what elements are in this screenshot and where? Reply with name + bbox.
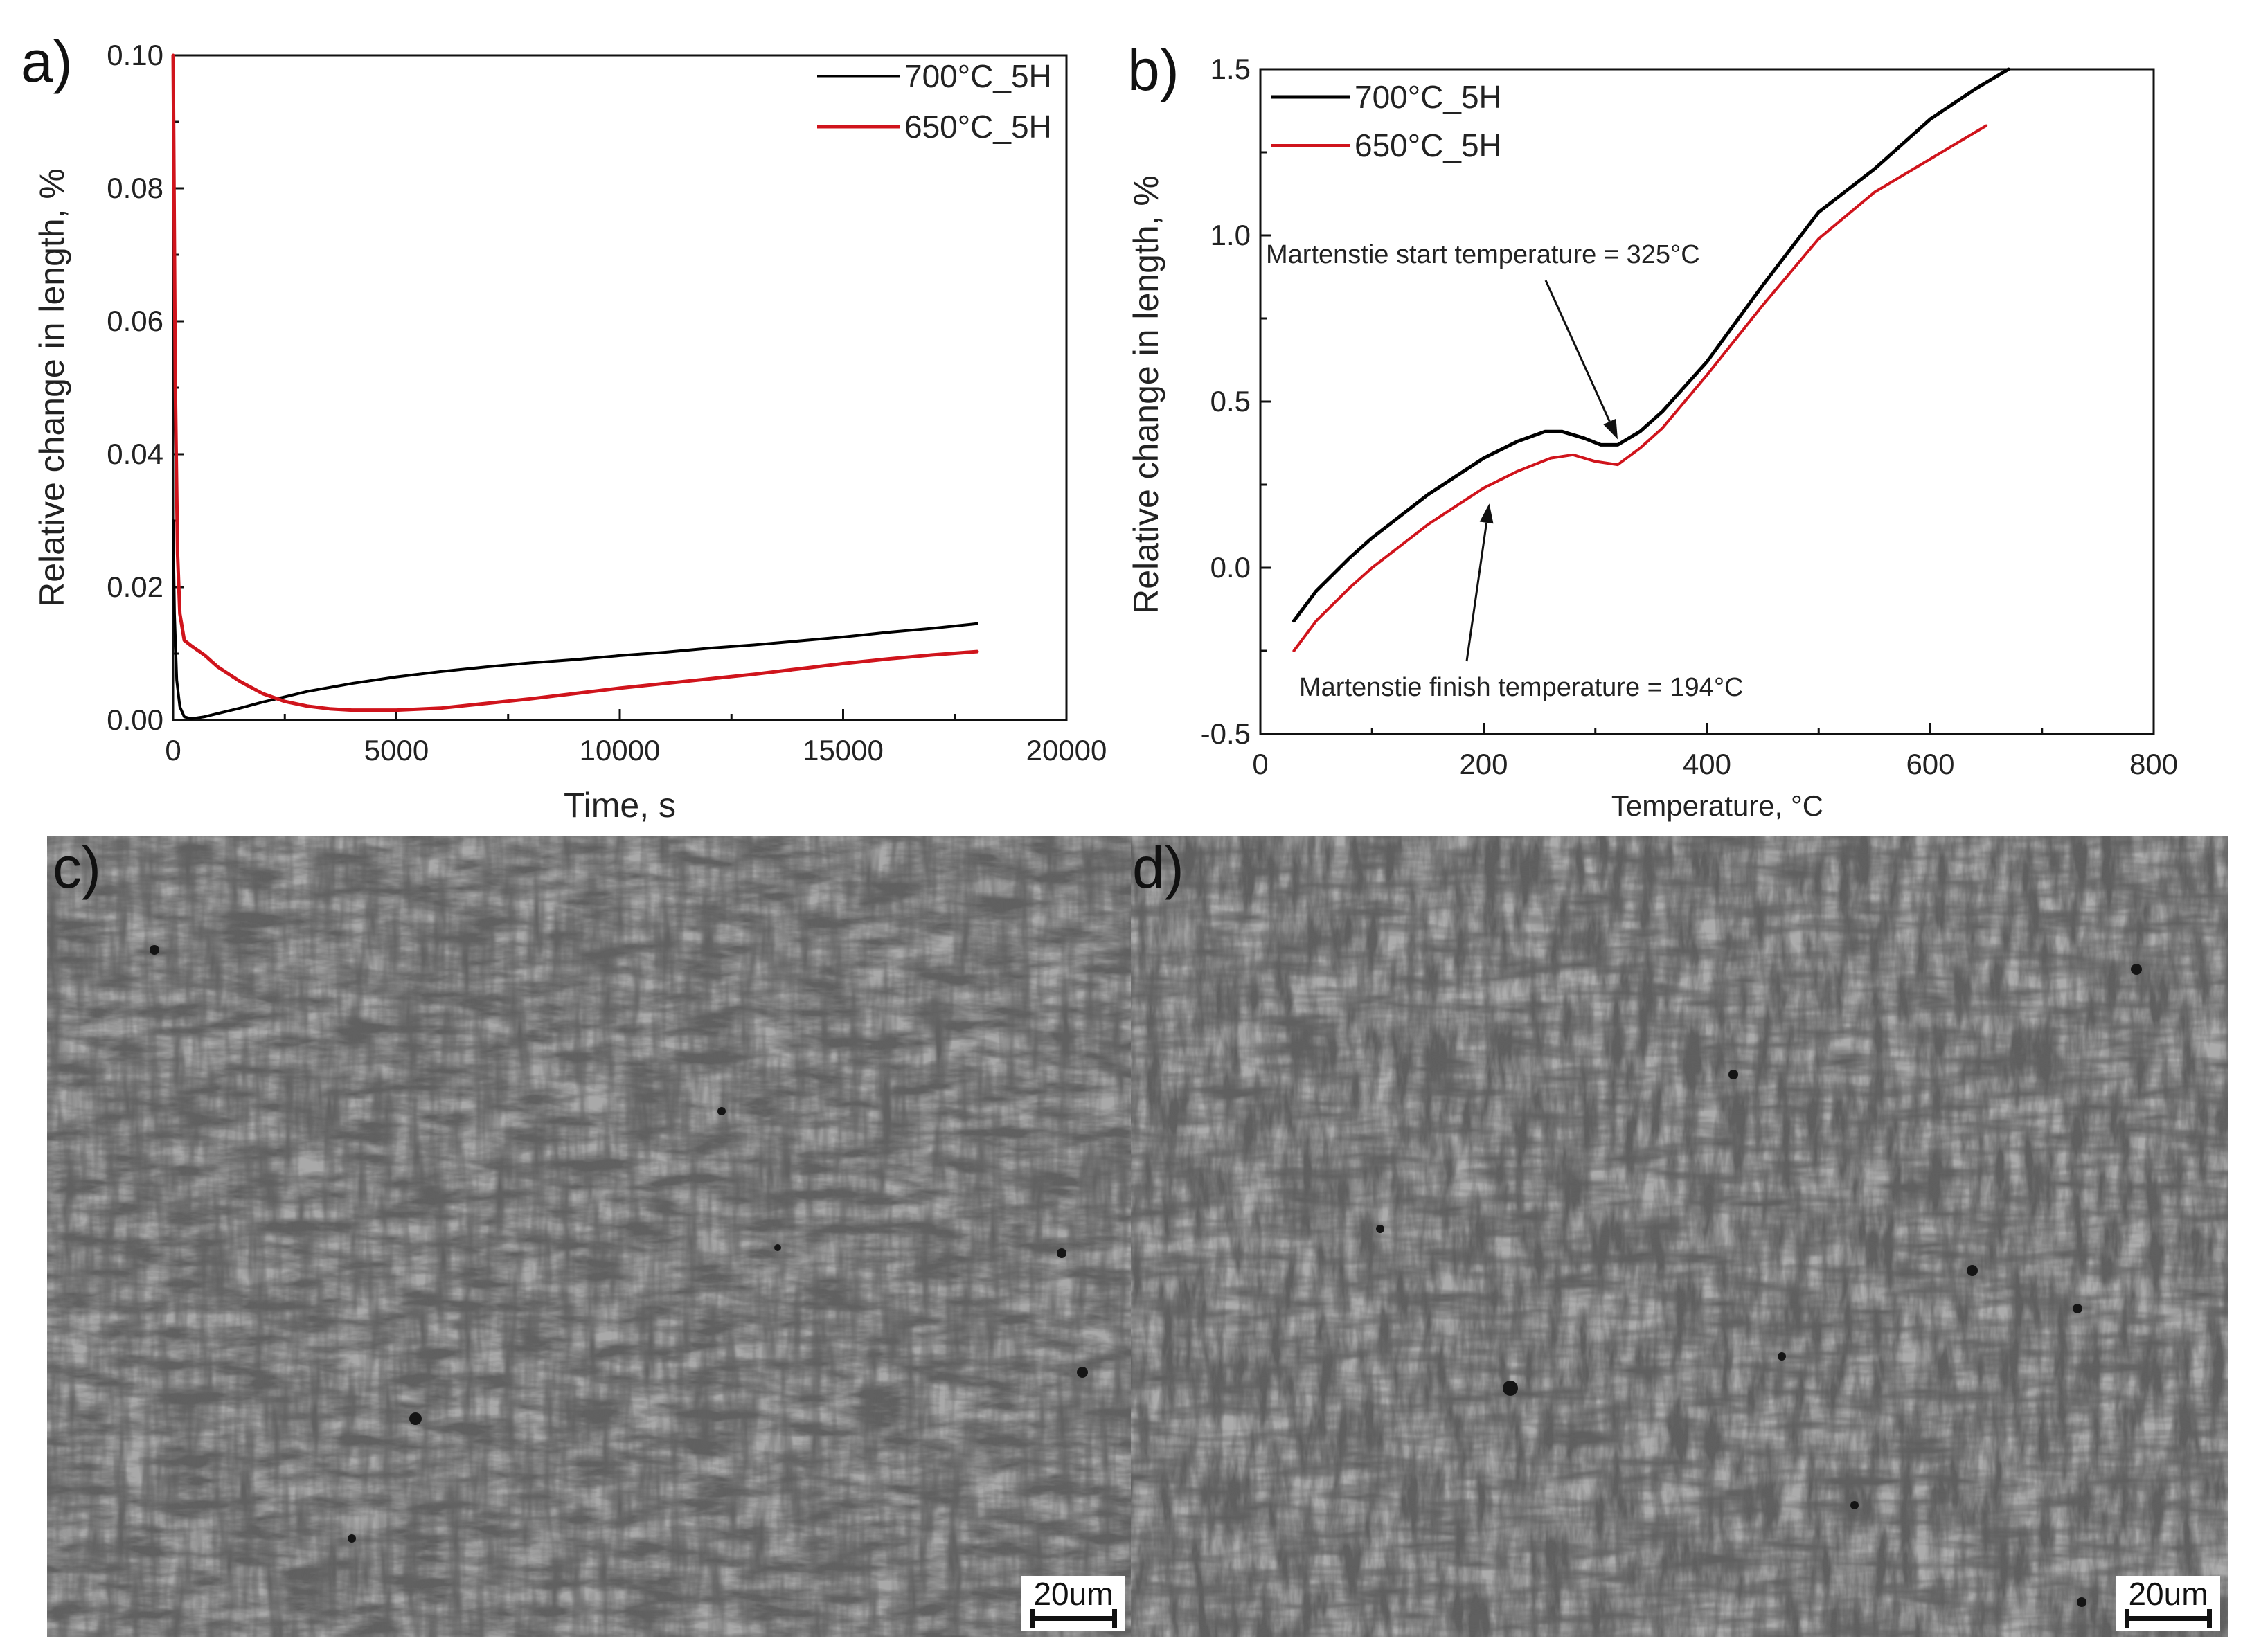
panel-a-x-tick-label: 10000	[580, 734, 661, 766]
panel-b-series	[1292, 67, 2010, 652]
panel-a-series-line-650	[171, 53, 979, 712]
panel-a-x-tick-label: 15000	[803, 734, 884, 766]
panel-b-y-tick-label: 0.5	[1210, 385, 1251, 418]
panel-b-x-tick-label: 800	[2129, 748, 2178, 780]
mf-annotation-arrow	[1465, 522, 1488, 662]
micrograph-d-texture	[1131, 836, 2228, 1637]
legend-label-650: 650°C_5H	[904, 109, 1052, 145]
panel-a-series	[171, 53, 979, 721]
scale-bar-c: 20um	[1021, 1576, 1125, 1631]
ms-annotation-arrowhead	[1603, 418, 1618, 440]
panel-c-letter: c)	[53, 836, 101, 900]
micrograph-c-texture	[47, 836, 1131, 1637]
panel-a-letter: a)	[21, 29, 73, 94]
panel-b-x-tick-label: 200	[1459, 748, 1508, 780]
micrograph-d: d) 20um	[1131, 836, 2228, 1637]
panel-a-x-axis-title: Time, s	[564, 786, 676, 825]
panel-b-y-tick-label: 1.5	[1210, 53, 1251, 85]
panel-b-letter: b)	[1127, 37, 1179, 102]
panel-a-x-tick-label: 0	[165, 734, 181, 766]
panel-a-y-tick-label: 0.06	[107, 305, 163, 337]
panel-b-x-tick-label: 600	[1906, 748, 1954, 780]
panel-b-x-tick-label: 0	[1252, 748, 1268, 780]
ms-annotation-text: Martenstie start temperature = 325°C	[1266, 240, 1700, 269]
panel-b-y-tick-label: 1.0	[1210, 219, 1251, 251]
panel-b-y-tick-label: 0.0	[1210, 551, 1251, 584]
panel-b-series-line-700	[1292, 67, 2010, 623]
legend-label-700: 700°C_5H	[904, 58, 1052, 94]
mf-annotation-text: Martenstie finish temperature = 194°C	[1299, 673, 1743, 702]
micrograph-c: c) 20um	[47, 836, 1131, 1637]
panel-b-y-tick-label: -0.5	[1201, 717, 1251, 750]
scale-bar-d: 20um	[2116, 1576, 2220, 1631]
panel-a-y-tick-label: 0.04	[107, 438, 163, 470]
panel-d-letter: d)	[1132, 836, 1184, 900]
legend-label-700-b: 700°C_5H	[1355, 79, 1502, 115]
scale-bar-c-label: 20um	[1033, 1576, 1114, 1612]
panel-a-x-tick-label: 20000	[1026, 734, 1107, 766]
panel-b-x-axis-title: Temperature, °C	[1611, 789, 1823, 822]
panel-a-y-axis-title: Relative change in length, %	[33, 168, 71, 607]
panel-a-y-tick-label: 0.10	[107, 39, 163, 71]
panel-a-y-tick-label: 0.02	[107, 571, 163, 603]
panel-a-y-tick-label: 0.08	[107, 172, 163, 204]
panel-b-y-axis-title: Relative change in length, %	[1127, 175, 1165, 614]
panel-a-y-tick-label: 0.00	[107, 703, 163, 736]
panel-b-series-line-650	[1292, 124, 1988, 652]
panel-b-x-tick-label: 400	[1683, 748, 1731, 780]
charts-svg: a) b) Time, s Relative change in length,…	[21, 29, 2178, 825]
panel-a-series-line-700	[172, 519, 978, 721]
panel-a-ticks: 0 5000 10000 15000 20000 0.00 0.02 0.04 0.06 0.08…	[107, 39, 1107, 766]
scale-bar-d-label: 20um	[2128, 1576, 2208, 1612]
panel-a-x-tick-label: 5000	[364, 734, 429, 766]
panel-b-ticks: 0 200 400 600 800 -0.5 0.0 0.5 1.0 1.5	[1201, 53, 2178, 780]
panel-a-plot-frame	[172, 54, 1068, 721]
panel-b-plot-frame	[1259, 68, 2155, 735]
ms-annotation-arrow	[1544, 280, 1611, 422]
mf-annotation-arrowhead	[1479, 503, 1494, 524]
legend-label-650-b: 650°C_5H	[1355, 127, 1502, 163]
